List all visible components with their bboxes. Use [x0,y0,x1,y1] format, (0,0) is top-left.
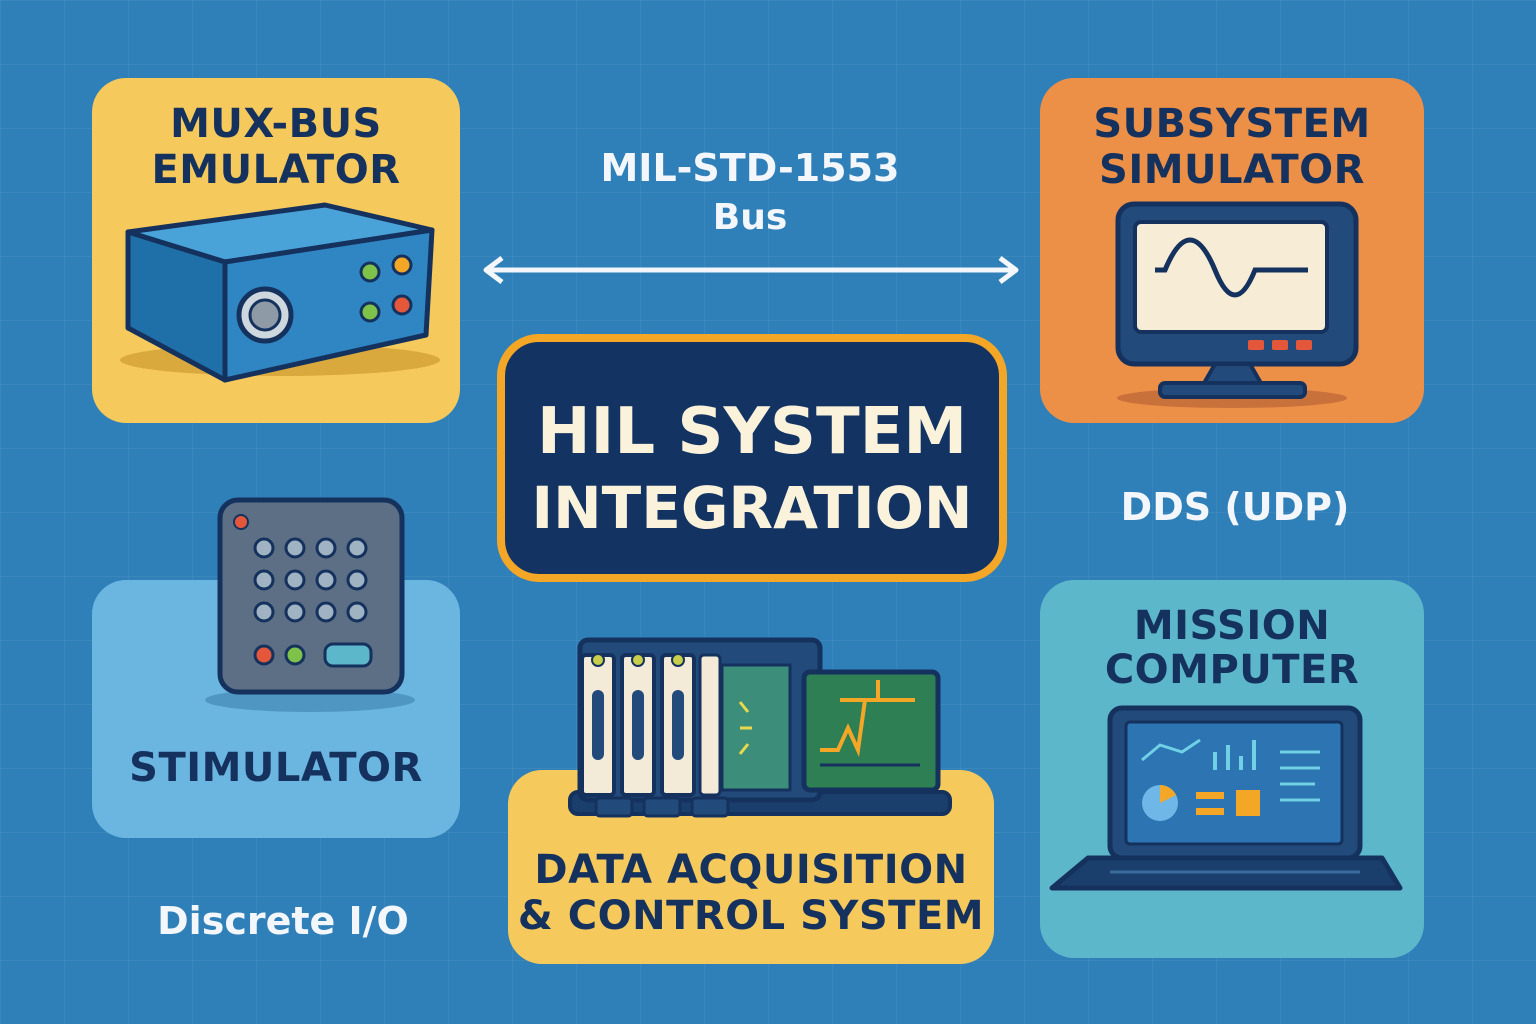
center-title-line1: HIL SYSTEM [536,395,968,469]
stimulator-title: STIMULATOR [129,745,423,791]
mux-bus-title-line1: MUX-BUS [170,101,382,147]
data-acquisition-card: DATA ACQUISITION & CONTROL SYSTEM [508,770,994,964]
mission-computer-card: MISSION COMPUTER [1040,580,1424,958]
center-title-line2: INTEGRATION [531,474,973,542]
subsystem-title-line1: SUBSYSTEM [1093,101,1371,147]
mission-title-line2: COMPUTER [1104,647,1360,693]
hil-system-integration-box: HIL SYSTEM INTEGRATION [497,334,1007,582]
dds-udp-label: DDS (UDP) [1120,485,1350,529]
daq-title-line2: & CONTROL SYSTEM [517,893,985,939]
mux-bus-emulator-card: MUX-BUS EMULATOR [92,78,460,423]
discrete-io-label: Discrete I/O [157,899,409,943]
mission-title-line1: MISSION [1133,603,1331,649]
mux-bus-title-line2: EMULATOR [151,147,401,193]
bus-label-line2: Bus [712,197,788,238]
stimulator-card: STIMULATOR [92,580,460,838]
subsystem-simulator-card: SUBSYSTEM SIMULATOR [1040,78,1424,423]
daq-title-line1: DATA ACQUISITION [534,847,968,893]
subsystem-title-line2: SIMULATOR [1099,147,1365,193]
bus-label-line1: MIL-STD-1553 [600,146,900,190]
